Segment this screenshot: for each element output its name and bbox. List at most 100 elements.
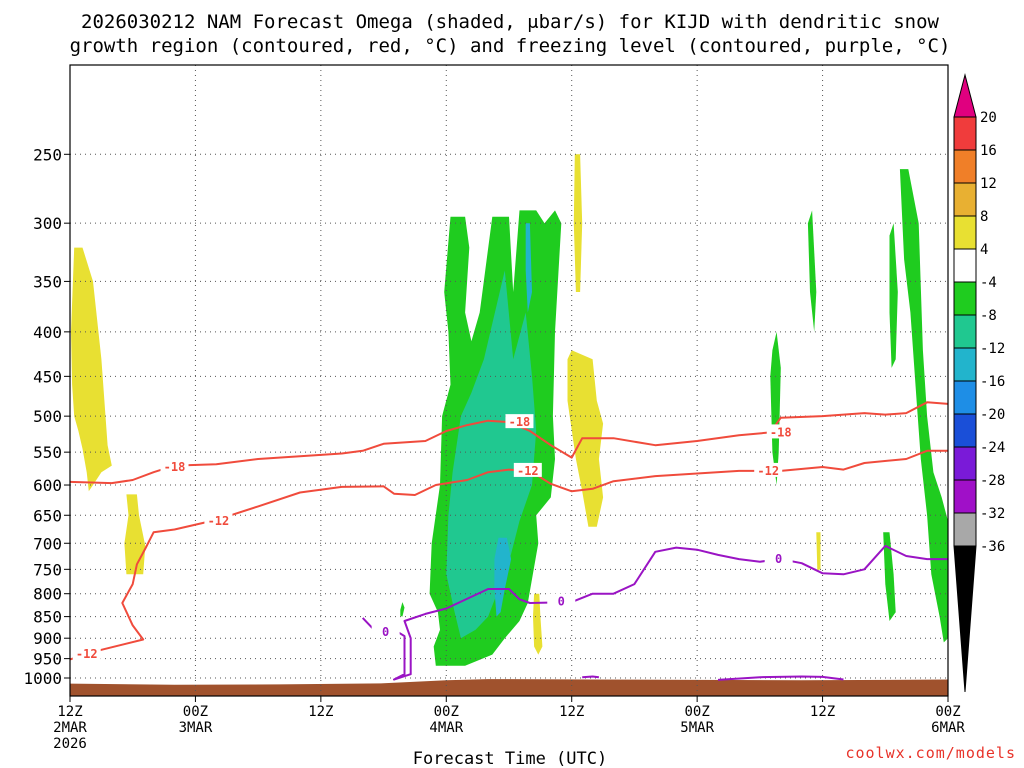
- contour-line-2: [361, 544, 948, 681]
- contour-label: -12: [517, 464, 539, 478]
- title-line-2: growth region (contoured, red, °C) and f…: [70, 35, 951, 57]
- omega-region-4: [533, 593, 543, 655]
- contour-label-bg: [505, 414, 534, 429]
- x-tick-label: 12Z: [57, 704, 82, 720]
- y-tick-label: 900: [33, 629, 62, 648]
- contour-label-bg: [754, 462, 783, 477]
- y-tick-label: 750: [33, 560, 62, 579]
- x-tick-label: 4MAR: [429, 720, 463, 736]
- omega-region-5: [816, 532, 821, 571]
- y-tick-label: 450: [33, 367, 62, 386]
- contour-label-bg: [72, 645, 101, 660]
- x-axis-label: Forecast Time (UTC): [413, 749, 607, 768]
- x-tick-label: 6MAR: [931, 720, 965, 736]
- colorbar-swatch: [953, 380, 977, 415]
- contour-label-bg: [766, 424, 795, 439]
- colorbar-tick-label: 8: [980, 209, 988, 225]
- omega-region-12: [883, 532, 896, 621]
- plot-frame: [69, 64, 949, 697]
- contour-line-4: [582, 675, 600, 679]
- colorbar-tick-label: -28: [980, 473, 1005, 489]
- omega-region-13: [446, 270, 537, 639]
- contour-label-bg: [764, 551, 793, 566]
- contour-label: -12: [208, 514, 230, 528]
- y-tick-label: 700: [33, 534, 62, 553]
- colorbar-tick-label: -8: [980, 308, 997, 324]
- omega-region-3: [573, 154, 583, 292]
- x-tick-label: 12Z: [308, 704, 333, 720]
- y-tick-label: 1000: [23, 669, 62, 688]
- contour-label-bg: [513, 462, 542, 477]
- omega-region-10: [899, 169, 948, 643]
- contour-label: -12: [757, 464, 779, 478]
- colorbar-swatch: [953, 347, 977, 382]
- colorbar-tick-label: 4: [980, 242, 988, 258]
- colorbar-bottom-arrow: [953, 545, 977, 693]
- contour-label: -12: [76, 647, 98, 661]
- contour-label: 0: [775, 552, 782, 566]
- colorbar-legend: 20 16 12 8 4 -4 -8 -12 -16 -20 -24 -28 -32 -36: [953, 73, 1005, 693]
- x-tick-label: 2MAR: [53, 720, 87, 736]
- omega-region-9: [807, 210, 817, 332]
- x-tick-label: 12Z: [810, 704, 835, 720]
- x-tick-label: 00Z: [434, 704, 459, 720]
- y-tick-label: 500: [33, 407, 62, 426]
- colorbar-tick-label: -36: [980, 539, 1005, 555]
- colorbar-tick-label: -32: [980, 506, 1005, 522]
- y-tick-label: 250: [33, 145, 62, 164]
- colorbar-tick-label: -16: [980, 374, 1005, 390]
- terrain-fill: [70, 679, 948, 696]
- x-tick-label: 2026: [53, 736, 87, 752]
- colorbar-top-arrow: [953, 73, 977, 118]
- contour-label: 0: [558, 595, 565, 609]
- contour-label: -18: [164, 460, 186, 474]
- y-tick-label: 400: [33, 323, 62, 342]
- contour-line-0: [70, 449, 948, 661]
- omega-region-7: [400, 602, 405, 617]
- contour-line-3: [717, 675, 844, 681]
- site-watermark: coolwx.com/models: [845, 744, 1016, 762]
- y-tick-label: 950: [33, 650, 62, 669]
- y-tick-label: 800: [33, 585, 62, 604]
- contour-label-bg: [547, 593, 576, 608]
- y-axis: 250 300 350 400 450 500 550 600 650 700 750 800 850 9…: [23, 145, 70, 688]
- x-tick-label: 00Z: [935, 704, 960, 720]
- x-tick-label: 00Z: [684, 704, 709, 720]
- colorbar-swatch: [953, 314, 977, 349]
- contour-label-bg: [371, 623, 400, 638]
- x-tick-label: 00Z: [183, 704, 208, 720]
- x-tick-label: 5MAR: [680, 720, 714, 736]
- colorbar-swatch: [953, 116, 977, 151]
- colorbar-swatch: [953, 479, 977, 514]
- y-tick-label: 300: [33, 214, 62, 233]
- omega-shading-layer: [71, 154, 948, 666]
- contour-label: -18: [770, 425, 792, 439]
- colorbar-tick-label: 12: [980, 176, 997, 192]
- colorbar-swatch: [953, 248, 977, 283]
- colorbar-tick-label: 20: [980, 110, 997, 126]
- colorbar-swatch: [953, 215, 977, 250]
- colorbar-swatch: [953, 512, 977, 547]
- colorbar-swatch: [953, 149, 977, 184]
- omega-region-0: [71, 247, 112, 492]
- title-line-1: 2026030212 NAM Forecast Omega (shaded, μ…: [81, 11, 939, 33]
- colorbar-swatch: [953, 281, 977, 316]
- y-tick-label: 600: [33, 476, 62, 495]
- contour-label: -18: [509, 415, 531, 429]
- x-tick-label: 12Z: [559, 704, 584, 720]
- y-tick-label: 650: [33, 506, 62, 525]
- omega-region-8: [770, 331, 781, 485]
- colorbar-swatch: [953, 182, 977, 217]
- terrain-layer: [70, 679, 948, 696]
- colorbar-swatch: [953, 446, 977, 481]
- colorbar-tick-label: -20: [980, 407, 1005, 423]
- colorbar-tick-label: 16: [980, 143, 997, 159]
- contour-labels-layer: -12 -18 -12 -18 -12 -18 -12 0 0 0: [72, 414, 795, 661]
- contour-label-bg: [204, 513, 233, 528]
- x-tick-label: 3MAR: [179, 720, 213, 736]
- colorbar-tick-label: -24: [980, 440, 1005, 456]
- omega-region-14: [494, 537, 512, 617]
- contour-label-bg: [160, 458, 189, 473]
